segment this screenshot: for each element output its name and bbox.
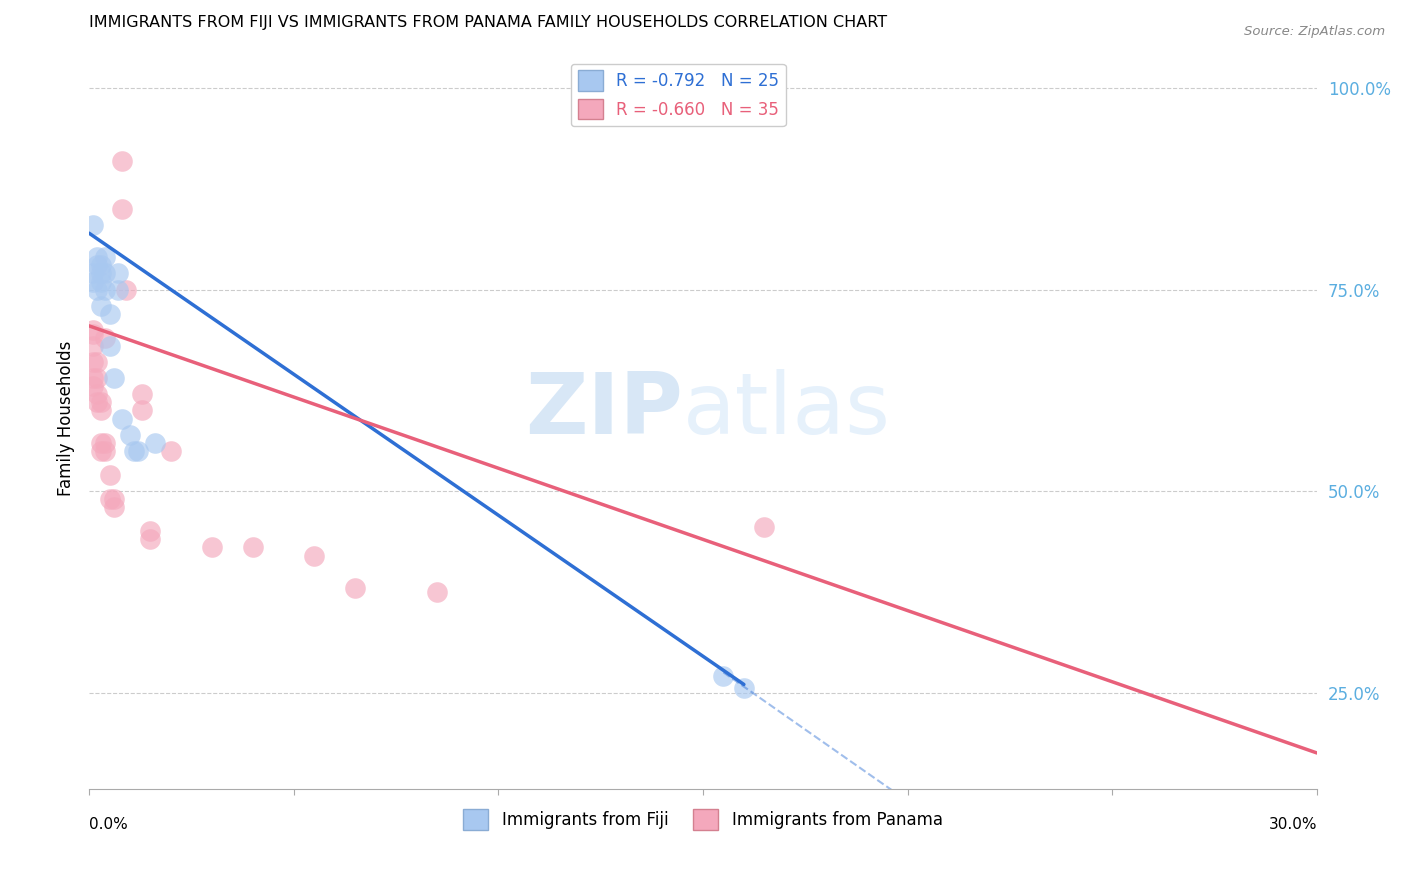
- Text: 0.0%: 0.0%: [89, 817, 128, 832]
- Point: [94, 331, 117, 345]
- Point: [82, 355, 104, 369]
- Point: [143, 435, 166, 450]
- Point: [82, 275, 104, 289]
- Point: [86, 259, 108, 273]
- Point: [107, 267, 129, 281]
- Point: [94, 435, 117, 450]
- Point: [111, 153, 134, 168]
- Text: atlas: atlas: [682, 369, 890, 452]
- Point: [98, 492, 121, 507]
- Point: [82, 379, 104, 393]
- Point: [94, 251, 117, 265]
- Point: [90, 395, 112, 409]
- Point: [94, 267, 117, 281]
- Point: [94, 443, 117, 458]
- Point: [86, 395, 108, 409]
- Point: [90, 267, 112, 281]
- Y-axis label: Family Households: Family Households: [58, 341, 75, 496]
- Point: [98, 307, 121, 321]
- Point: [426, 584, 449, 599]
- Point: [94, 283, 117, 297]
- Point: [90, 275, 112, 289]
- Point: [160, 443, 183, 458]
- Point: [111, 202, 134, 216]
- Point: [103, 371, 125, 385]
- Point: [111, 411, 134, 425]
- Point: [242, 541, 264, 555]
- Point: [86, 387, 108, 401]
- Point: [118, 427, 141, 442]
- Point: [131, 387, 153, 401]
- Point: [754, 520, 776, 534]
- Point: [344, 581, 367, 595]
- Point: [90, 299, 112, 313]
- Text: ZIP: ZIP: [524, 369, 682, 452]
- Point: [90, 443, 112, 458]
- Point: [733, 681, 755, 696]
- Point: [86, 251, 108, 265]
- Point: [98, 467, 121, 482]
- Point: [98, 339, 121, 353]
- Text: Source: ZipAtlas.com: Source: ZipAtlas.com: [1244, 25, 1385, 38]
- Point: [86, 283, 108, 297]
- Point: [122, 443, 145, 458]
- Point: [302, 549, 325, 563]
- Legend: Immigrants from Fiji, Immigrants from Panama: Immigrants from Fiji, Immigrants from Pa…: [457, 803, 949, 837]
- Text: 30.0%: 30.0%: [1268, 817, 1317, 832]
- Point: [90, 259, 112, 273]
- Point: [131, 403, 153, 417]
- Point: [82, 339, 104, 353]
- Point: [82, 323, 104, 337]
- Point: [201, 541, 224, 555]
- Point: [82, 218, 104, 232]
- Text: IMMIGRANTS FROM FIJI VS IMMIGRANTS FROM PANAMA FAMILY HOUSEHOLDS CORRELATION CHA: IMMIGRANTS FROM FIJI VS IMMIGRANTS FROM …: [89, 15, 887, 30]
- Point: [713, 669, 735, 683]
- Point: [82, 326, 104, 341]
- Point: [82, 371, 104, 385]
- Point: [86, 355, 108, 369]
- Point: [82, 267, 104, 281]
- Point: [90, 435, 112, 450]
- Point: [103, 500, 125, 515]
- Point: [127, 443, 149, 458]
- Point: [139, 524, 162, 539]
- Point: [139, 533, 162, 547]
- Point: [103, 492, 125, 507]
- Point: [107, 283, 129, 297]
- Point: [115, 283, 138, 297]
- Point: [90, 403, 112, 417]
- Point: [86, 371, 108, 385]
